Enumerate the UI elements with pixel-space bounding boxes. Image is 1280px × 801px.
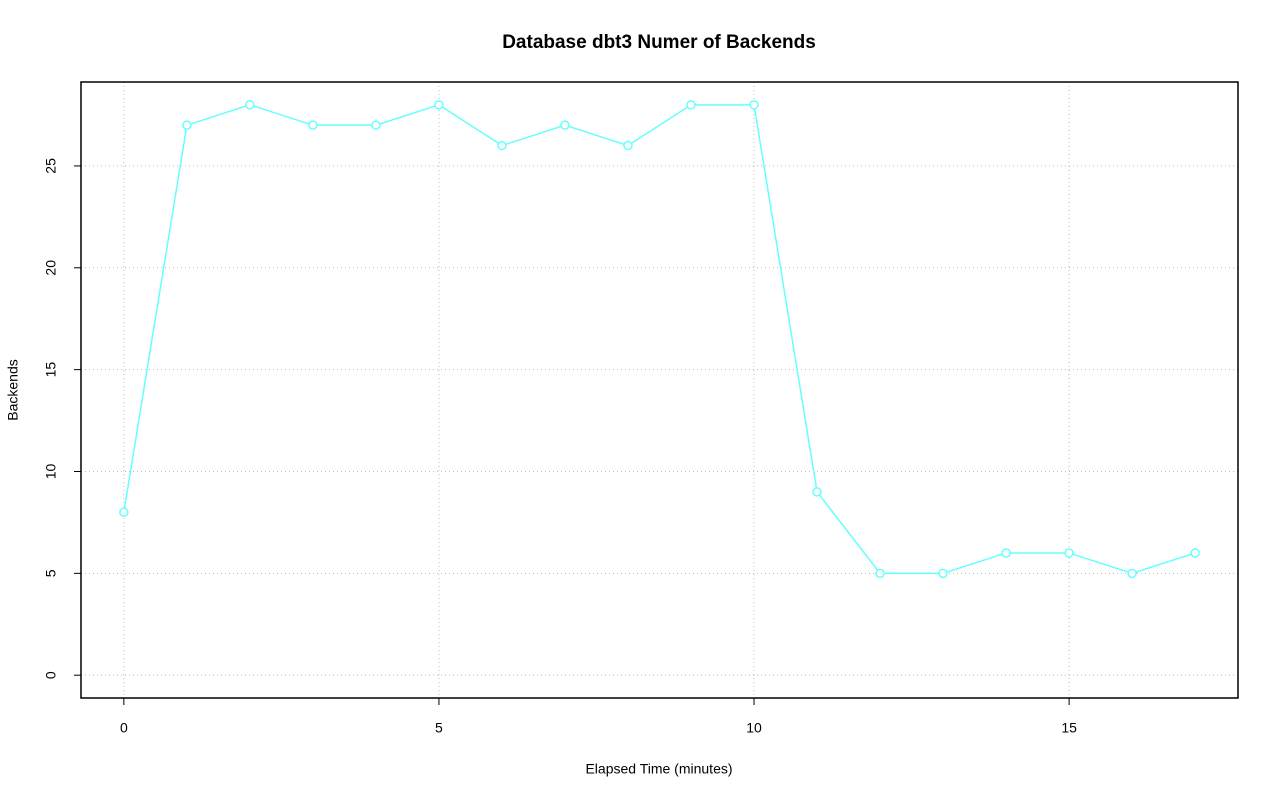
data-point — [497, 140, 507, 151]
y-tick-label: 0 — [43, 671, 59, 679]
data-point — [1190, 548, 1200, 558]
chart-title: Database dbt3 Numer of Backends — [502, 32, 816, 53]
plot-frame — [80, 81, 1239, 699]
y-tick-label: 20 — [43, 260, 59, 276]
x-tick-label: 0 — [120, 720, 128, 736]
data-point — [182, 120, 192, 130]
data-point — [938, 568, 948, 579]
x-tick-label: 15 — [1061, 720, 1077, 736]
y-axis-label: Backends — [5, 359, 21, 420]
y-tick-label: 25 — [43, 158, 59, 174]
data-point — [1001, 548, 1011, 558]
data-point — [812, 487, 822, 497]
y-tick-label: 15 — [43, 362, 59, 378]
data-point — [875, 568, 885, 579]
data-point — [1127, 568, 1137, 579]
x-tick-label: 5 — [435, 720, 443, 736]
data-point — [119, 507, 129, 517]
data-point — [245, 100, 255, 110]
data-point — [749, 100, 759, 110]
data-point — [560, 120, 570, 130]
data-point — [623, 140, 633, 151]
data-point — [1064, 548, 1074, 558]
data-line — [123, 103, 1196, 575]
data-point — [308, 120, 318, 130]
data-point — [686, 100, 696, 110]
y-tick-label: 10 — [43, 463, 59, 479]
data-point — [371, 120, 381, 130]
data-point — [434, 100, 444, 110]
x-tick-label: 10 — [746, 720, 762, 736]
y-tick-label: 5 — [43, 569, 59, 577]
x-axis-label: Elapsed Time (minutes) — [585, 761, 732, 777]
